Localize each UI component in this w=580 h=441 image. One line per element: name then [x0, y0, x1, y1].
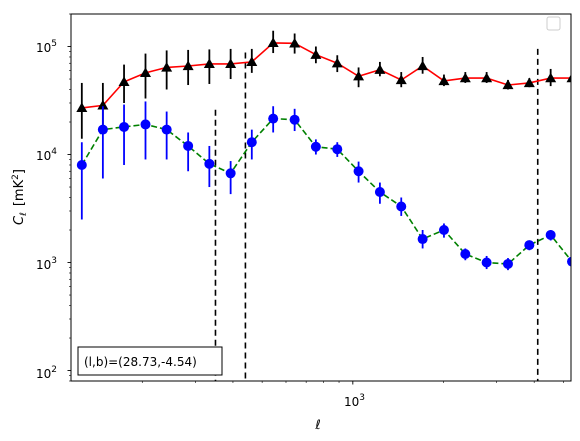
series-2-marker: [353, 166, 364, 177]
axes-frame: [70, 13, 572, 382]
series-1-marker: [225, 58, 237, 69]
x-tick-label: 103: [344, 393, 365, 409]
series-1-marker: [395, 74, 407, 85]
series-1-marker: [118, 76, 130, 87]
series-2-marker: [396, 201, 407, 212]
series-1-marker: [566, 74, 571, 83]
y-axis-label-unit-close: ]: [12, 169, 27, 174]
plot-inner: [76, 30, 571, 381]
series-2-marker: [481, 257, 492, 268]
plot-area: [67, 13, 572, 385]
series-2-marker: [545, 229, 556, 240]
series-1-marker: [267, 37, 279, 48]
y-tick-label-exp: 3: [51, 256, 57, 266]
y-tick-label: 105: [36, 39, 57, 55]
series-2-marker: [119, 121, 130, 132]
series-1-marker: [161, 61, 173, 72]
y-tick-labels: 102 103 104 105: [36, 39, 57, 381]
series-1-marker: [289, 37, 301, 48]
series-2-marker: [310, 141, 321, 152]
y-tick-label-base: 10: [36, 367, 51, 381]
y-tick-label-base: 10: [36, 41, 51, 55]
legend: [546, 16, 561, 31]
annotation-box: (l,b)=(28.73,-4.54): [77, 346, 223, 376]
series-1-marker: [438, 75, 450, 86]
annotation-text: (l,b)=(28.73,-4.54): [84, 355, 197, 369]
y-tick-label-base: 10: [36, 149, 51, 163]
y-axis-label-symbol: C: [12, 215, 27, 225]
series-2-marker: [246, 137, 257, 148]
series-1-marker: [203, 58, 215, 69]
y-tick-label: 102: [36, 365, 57, 381]
legend-frame: [546, 16, 561, 31]
series-2-marker: [140, 119, 151, 130]
y-tick-label-exp: 2: [51, 365, 57, 375]
series-2-marker: [76, 159, 87, 170]
series-2-marker: [268, 113, 279, 124]
y-tick-label-exp: 5: [51, 39, 57, 49]
x-axis-label: ℓ: [314, 418, 320, 433]
series-1-marker: [502, 79, 514, 90]
x-tick-label-base: 10: [344, 395, 359, 409]
y-tick-label: 103: [36, 256, 57, 272]
series-2-marker: [289, 114, 300, 125]
series-1-marker: [182, 60, 194, 71]
annotation-frame: [77, 346, 223, 376]
series-1-marker: [374, 64, 386, 74]
series-1-marker: [353, 70, 365, 81]
series-2-marker: [332, 144, 343, 155]
y-axis-label-unit: [mK: [12, 179, 27, 206]
y-tick-label-exp: 4: [51, 147, 57, 157]
y-axis-label-subscript: ℓ: [19, 212, 29, 217]
y-tick-label-base: 10: [36, 258, 51, 272]
series-2-marker: [502, 258, 513, 269]
series-2-marker: [97, 124, 108, 135]
y-axis-label: Cℓ [mK2]: [11, 169, 29, 225]
series-1-marker: [481, 72, 493, 83]
series-2-marker: [438, 225, 449, 236]
series-1-marker: [417, 60, 429, 71]
series-1-marker: [310, 49, 322, 59]
series-2-marker: [183, 140, 194, 151]
x-tick-labels: 103: [344, 393, 365, 409]
series-1-marker: [331, 57, 343, 68]
series-2-marker: [161, 124, 172, 135]
series-1-marker: [459, 72, 471, 83]
series-2-marker: [204, 158, 215, 169]
series-2-marker: [460, 248, 471, 259]
x-tick-label-exp: 3: [359, 393, 365, 403]
series-2-marker: [524, 240, 535, 251]
series-2-marker: [417, 234, 428, 245]
series-1-marker: [246, 56, 258, 67]
series-1-marker: [97, 99, 109, 110]
series-2-marker: [225, 168, 236, 179]
series-1-marker: [139, 67, 151, 78]
series-2-marker: [374, 186, 385, 197]
y-tick-label: 104: [36, 147, 57, 163]
series-1-marker: [523, 77, 535, 88]
series-1-marker: [76, 102, 88, 113]
series-2-marker: [567, 256, 571, 267]
y-axis-label-unit-exp: 2: [11, 174, 21, 180]
series-1-marker: [545, 72, 557, 83]
